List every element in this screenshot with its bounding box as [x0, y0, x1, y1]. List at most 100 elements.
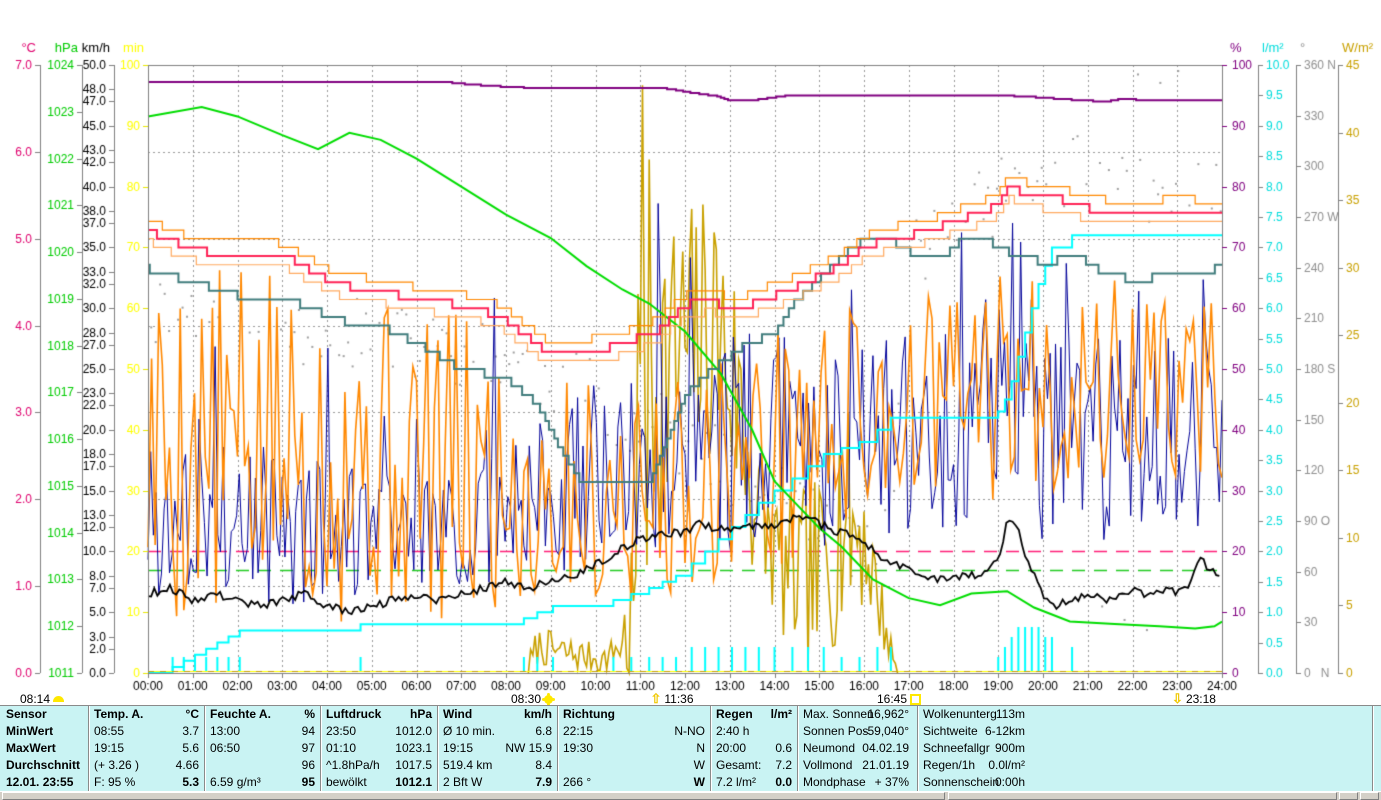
statusbar-segment: [1339, 792, 1358, 800]
table-row: 08:55 3.7: [88, 723, 204, 740]
table-cell-value: 4.66: [175, 758, 199, 772]
table-cell-label: 12.01. 23:55: [6, 775, 74, 789]
table-cell-value: 900m: [994, 741, 1025, 755]
moonset-marker: ⇩ 23:18: [1172, 692, 1216, 706]
table-cell-value: 0:00h: [994, 775, 1025, 789]
table-cell-value: NW 15.9: [505, 741, 552, 755]
table-cell-value: W: [693, 758, 705, 772]
table-cell-value: °C: [185, 707, 199, 721]
table-cell-label: F: 95 %: [94, 775, 136, 789]
table-cell-value: 97: [301, 741, 315, 755]
table-row: 13:00 94: [204, 723, 320, 740]
table-cell-label: ^1.8hPa/h: [326, 758, 380, 772]
table-row: 01:10 1023.1: [320, 740, 437, 757]
table-row: Gesamt: 7.2: [710, 757, 797, 774]
table-cell-value: 0.0: [775, 775, 792, 789]
sunset-marker-label: 16:45: [876, 692, 908, 706]
table-row: Max. Sonnen 16,962°: [797, 706, 917, 723]
table-cell-label: 2:40 h: [716, 724, 750, 738]
table-row: 19:15 5.6: [88, 740, 204, 757]
table-row: Wind km/h: [437, 706, 557, 723]
table-row: 12.01. 23:55: [0, 774, 88, 791]
table-column: Feuchte A.% 13:00 94 06:50 97 96 6.59 g/m³ 95: [204, 706, 321, 791]
table-cell-value: 95: [301, 775, 315, 789]
table-cell-label: Feuchte A.: [210, 707, 271, 721]
table-cell-label: Temp. A.: [94, 707, 144, 721]
table-cell-value: 5.3: [182, 775, 199, 789]
table-row: W: [557, 757, 710, 774]
moonset-icon: ⇩: [1172, 691, 1183, 706]
table-cell-label: Gesamt:: [716, 758, 762, 772]
table-row: Feuchte A.%: [204, 706, 320, 723]
statusbar-segment: [2, 792, 945, 800]
table-cell-label: Regen/1h: [923, 758, 976, 772]
table-cell-value: 1012.0: [395, 724, 432, 738]
table-row: 266 ° W: [557, 774, 710, 791]
table-cell-label: 19:15: [443, 741, 474, 755]
table-cell-label: Richtung: [563, 707, 615, 721]
table-row: 23:50 1012.0: [320, 723, 437, 740]
table-cell-value: %: [304, 707, 315, 721]
table-cell-value: 8.4: [535, 758, 552, 772]
table-cell-label: MinWert: [6, 724, 54, 738]
table-cell-value: 7.9: [535, 775, 552, 789]
table-cell-value: 7.2: [775, 758, 792, 772]
table-column: Luftdruck hPa 23:50 1012.0 01:10 1023.1 ^1.8hP…: [320, 706, 438, 791]
table-cell-label: 06:50: [210, 741, 241, 755]
table-row: Luftdruck hPa: [320, 706, 437, 723]
sunrise-marker: 08:30: [510, 692, 554, 706]
sunrise-icon: [53, 696, 65, 702]
table-cell-label: MaxWert: [6, 741, 56, 755]
table-cell-value: -59,040°: [863, 724, 910, 738]
table-row: Wolkenunterg 113m: [917, 706, 1372, 723]
table-row: (+ 3.26 ) 4.66: [88, 757, 204, 774]
table-cell-label: 6.59 g/m³: [210, 775, 261, 789]
dawn-marker-label: 08:14: [20, 692, 51, 706]
statusbar-segment: [1360, 792, 1379, 800]
table-cell-value: 21.01.19: [862, 758, 909, 772]
table-row: Regen/1h 0.0l/m²: [917, 757, 1372, 774]
table-cell-value: 113m: [995, 707, 1025, 721]
table-cell-label: Luftdruck: [326, 707, 382, 721]
table-row: 519.4 km 8.4: [437, 757, 557, 774]
table-cell-value: 96: [301, 758, 315, 772]
table-column: Temp. A. °C 08:55 3.7 19:15 5.6 (+ 3.26 ) 4.66 F…: [88, 706, 205, 791]
table-cell-label: 2 Bft W: [443, 775, 483, 789]
table-cell-value: km/h: [523, 707, 552, 721]
table-cell-value: hPa: [409, 707, 432, 721]
table-cell-value: l/m²: [770, 707, 792, 721]
table-cell-value: N-NO: [674, 724, 705, 738]
table-cell-value: 16,962°: [867, 707, 909, 721]
table-row: Vollmond 21.01.19: [797, 757, 917, 774]
table-row: 2:40 h: [710, 723, 797, 740]
table-cell-label: 13:00: [210, 724, 241, 738]
table-row: Sonnenschein 0:00h: [917, 774, 1372, 791]
table-cell-label: 22:15: [563, 724, 594, 738]
table-row: ^1.8hPa/h 1017.5: [320, 757, 437, 774]
table-cell-label: Sonnenschein: [923, 775, 1000, 789]
moonset-marker-label: 23:18: [1185, 692, 1216, 706]
table-row: 19:30 N: [557, 740, 710, 757]
table-cell-value: 0.0l/m²: [988, 758, 1025, 772]
weather-chart-canvas: [0, 0, 1381, 707]
table-row: 20:00 0.6: [710, 740, 797, 757]
table-cell-label: 19:15: [94, 741, 125, 755]
table-row: Richtung: [557, 706, 710, 723]
table-row: Regen l/m²: [710, 706, 797, 723]
table-cell-label: 23:50: [326, 724, 357, 738]
table-row: Sensor: [0, 706, 88, 723]
table-row: Durchschnitt: [0, 757, 88, 774]
sunset-icon: [910, 693, 922, 705]
table-cell-value: 1023.1: [395, 741, 432, 755]
table-cell-label: Wind: [443, 707, 473, 721]
table-row: 06:50 97: [204, 740, 320, 757]
table-cell-label: Max. Sonnen: [803, 707, 874, 721]
table-cell-value: 04.02.19: [862, 741, 909, 755]
sunrise-marker-label: 08:30: [510, 692, 542, 706]
stats-table: Sensor MinWert MaxWert Durchschnitt 12.01. 2…: [0, 705, 1381, 791]
table-cell-label: Schneefallgr: [923, 741, 990, 755]
moonrise-marker: ⇧ 11:36: [650, 692, 693, 706]
table-row: Neumond 04.02.19: [797, 740, 917, 757]
table-cell-value: 94: [301, 724, 315, 738]
table-row: F: 95 % 5.3: [88, 774, 204, 791]
